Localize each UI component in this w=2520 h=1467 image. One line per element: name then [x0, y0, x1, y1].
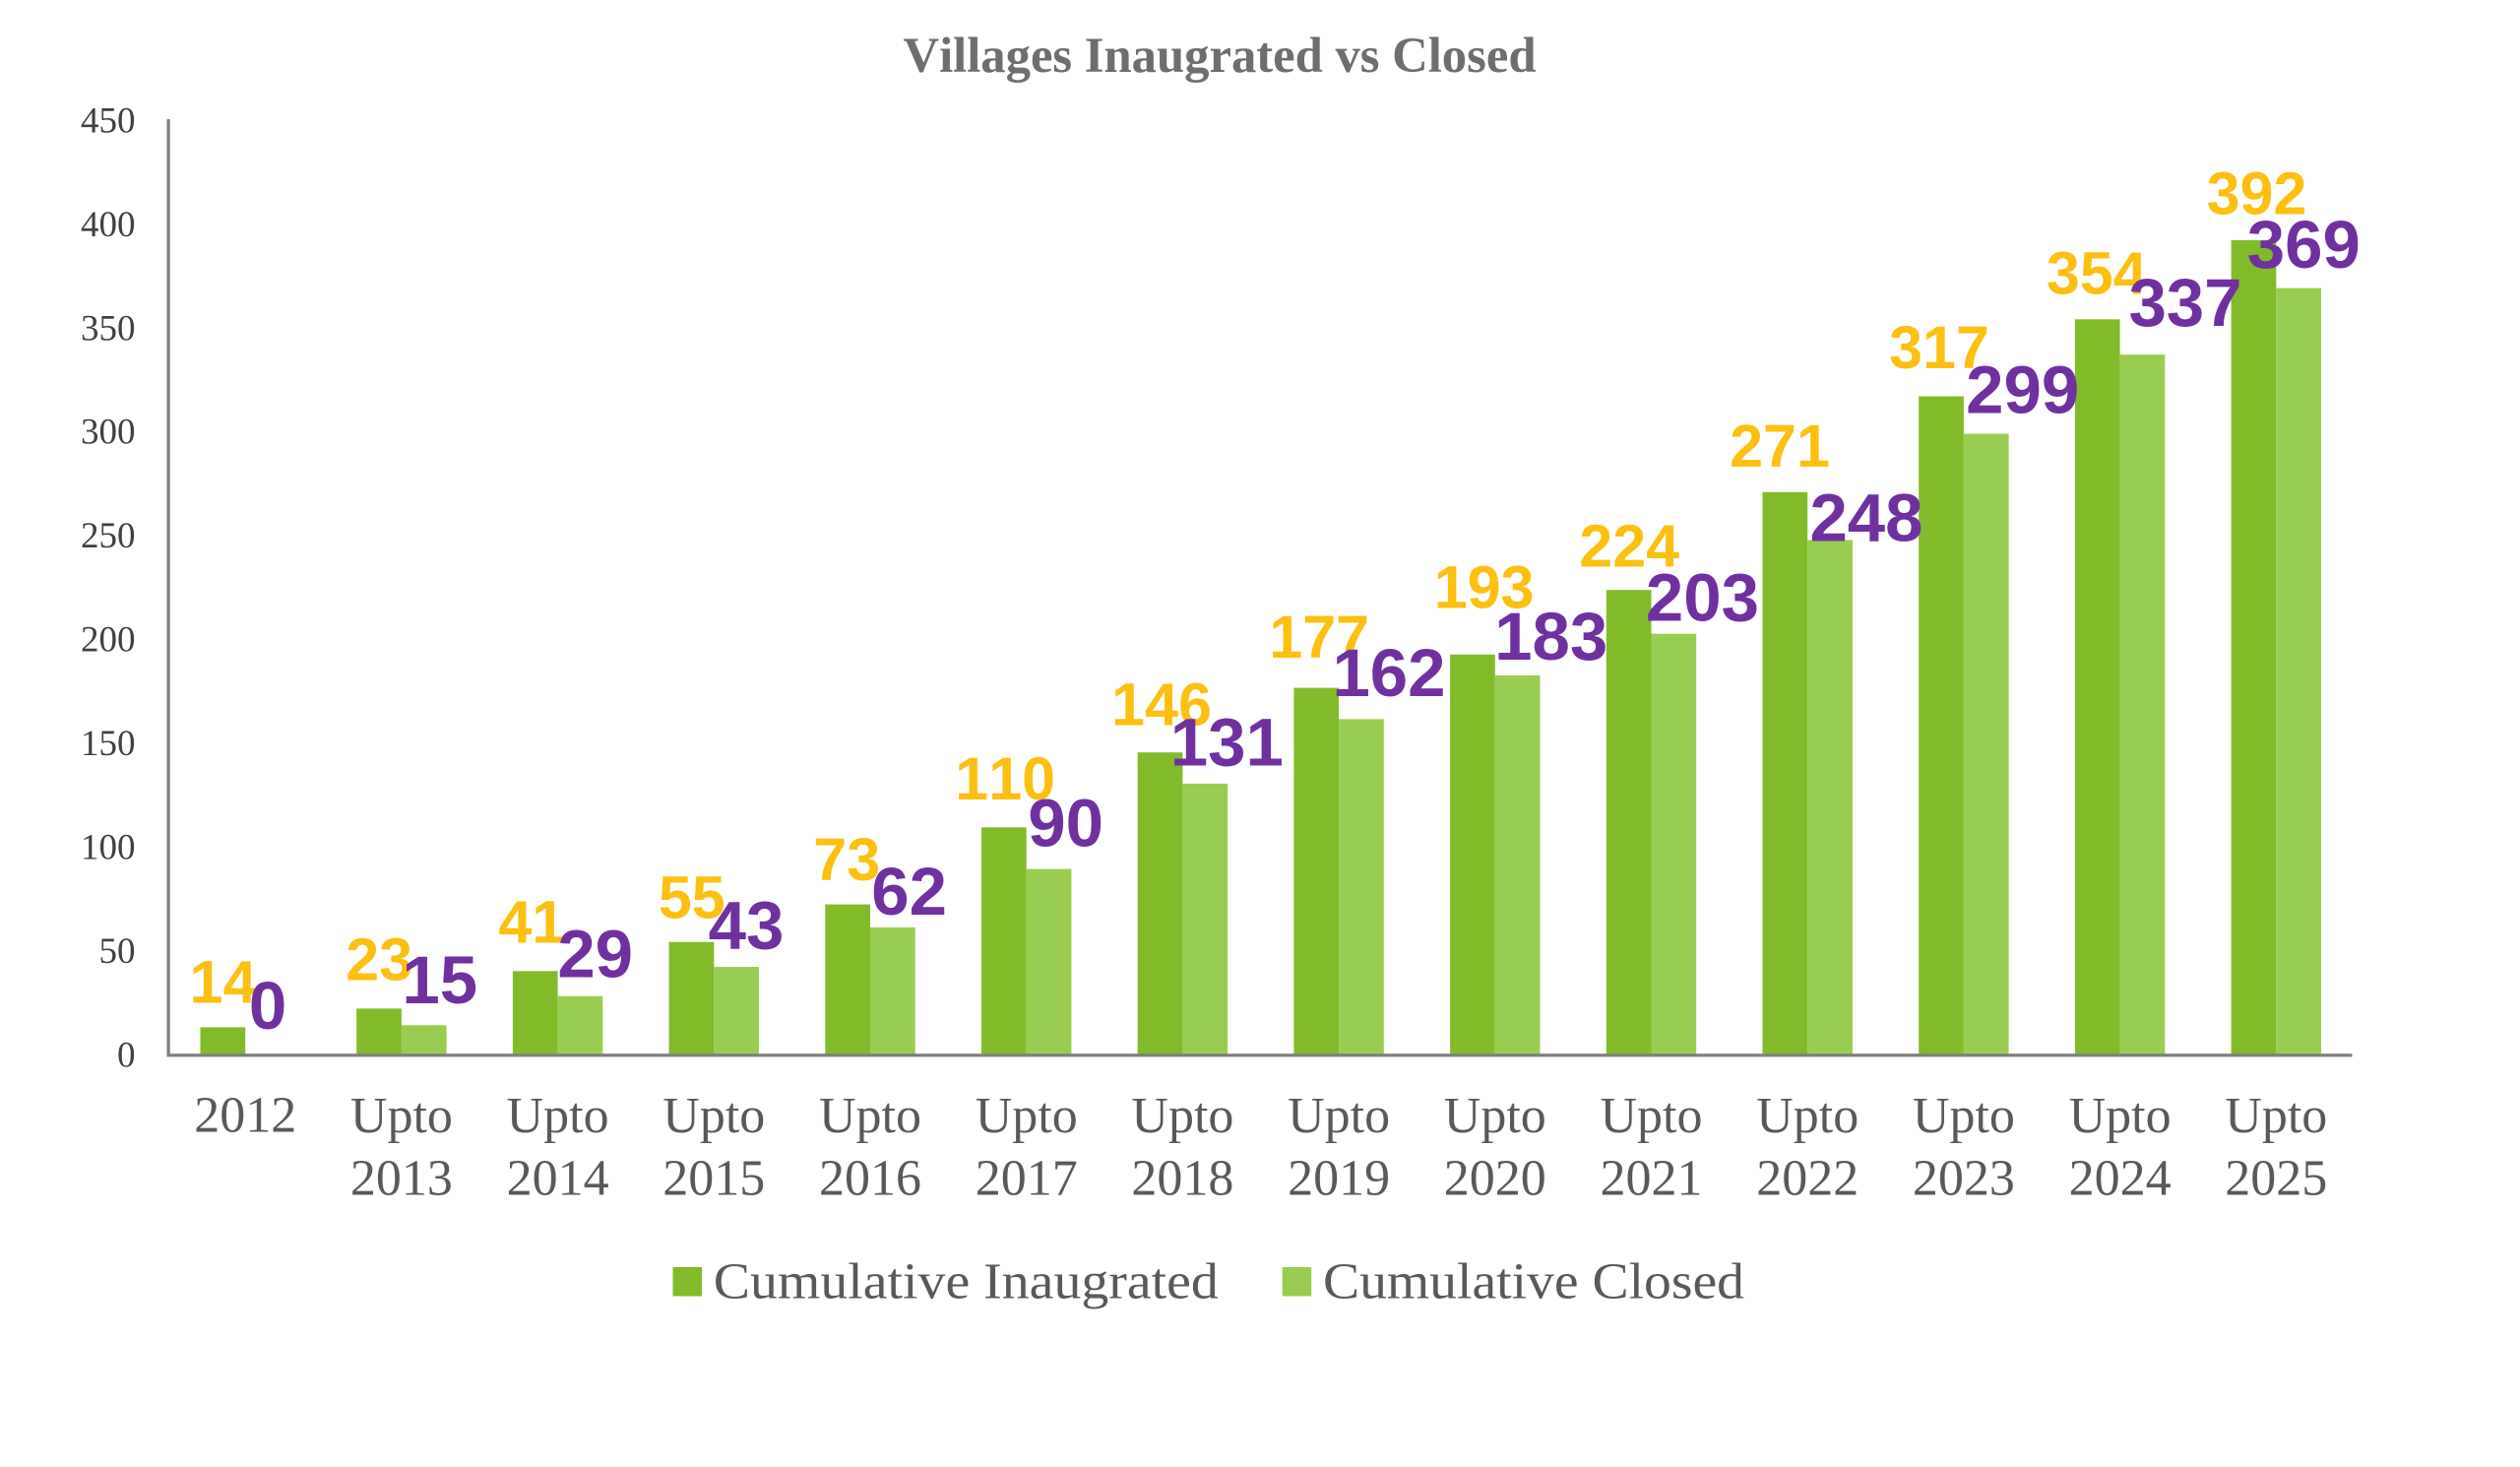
svg-text:110: 110: [955, 745, 1055, 812]
svg-text:Upto: Upto: [1288, 1088, 1390, 1144]
svg-text:131: 131: [1170, 705, 1284, 781]
svg-text:Upto: Upto: [350, 1088, 453, 1144]
svg-text:Cumulative Closed: Cumulative Closed: [1323, 1253, 1744, 1309]
svg-text:90: 90: [1028, 785, 1103, 861]
svg-text:271: 271: [1730, 413, 1830, 479]
svg-text:162: 162: [1332, 635, 1445, 711]
svg-text:Upto: Upto: [1756, 1088, 1858, 1144]
svg-text:Upto: Upto: [819, 1088, 921, 1144]
svg-text:337: 337: [2128, 265, 2241, 341]
svg-text:Villages Inaugrated vs Closed: Villages Inaugrated vs Closed: [904, 29, 1537, 84]
svg-text:203: 203: [1646, 560, 1759, 636]
svg-text:100: 100: [81, 828, 136, 868]
svg-text:177: 177: [1269, 604, 1369, 670]
svg-text:Upto: Upto: [976, 1088, 1078, 1144]
svg-text:Cumulative Inaugrated: Cumulative Inaugrated: [714, 1253, 1219, 1309]
svg-text:0: 0: [249, 968, 286, 1044]
svg-text:2015: 2015: [662, 1151, 765, 1207]
svg-text:400: 400: [81, 205, 136, 245]
svg-text:15: 15: [402, 942, 477, 1018]
svg-text:2022: 2022: [1756, 1151, 1858, 1207]
svg-text:248: 248: [1809, 480, 1922, 556]
svg-text:29: 29: [557, 917, 633, 992]
svg-text:2021: 2021: [1601, 1151, 1703, 1207]
svg-text:0: 0: [117, 1035, 136, 1075]
svg-text:317: 317: [1889, 314, 1989, 381]
svg-text:Upto: Upto: [1131, 1088, 1233, 1144]
svg-text:62: 62: [871, 854, 947, 929]
svg-text:146: 146: [1111, 670, 1212, 737]
svg-text:200: 200: [81, 620, 136, 661]
svg-text:2012: 2012: [194, 1087, 296, 1143]
svg-text:250: 250: [81, 516, 136, 556]
svg-text:183: 183: [1494, 599, 1607, 674]
svg-text:2025: 2025: [2225, 1151, 2327, 1207]
svg-text:Upto: Upto: [1444, 1088, 1546, 1144]
svg-text:300: 300: [81, 413, 136, 453]
svg-text:73: 73: [813, 826, 880, 893]
svg-text:392: 392: [2207, 160, 2307, 227]
svg-text:50: 50: [99, 931, 136, 972]
svg-text:450: 450: [81, 100, 136, 141]
svg-text:150: 150: [81, 724, 136, 764]
svg-text:2017: 2017: [976, 1151, 1078, 1207]
svg-text:55: 55: [659, 863, 725, 930]
svg-text:43: 43: [709, 888, 785, 964]
svg-text:2016: 2016: [819, 1151, 921, 1207]
svg-text:41: 41: [498, 889, 565, 956]
svg-text:2024: 2024: [2069, 1151, 2172, 1207]
svg-text:2023: 2023: [1913, 1151, 2015, 1207]
svg-text:369: 369: [2247, 207, 2361, 283]
svg-text:2013: 2013: [350, 1151, 453, 1207]
svg-text:193: 193: [1434, 554, 1535, 621]
svg-text:2019: 2019: [1288, 1151, 1390, 1207]
svg-text:2014: 2014: [507, 1151, 609, 1207]
svg-text:Upto: Upto: [2225, 1088, 2327, 1144]
svg-text:Upto: Upto: [1601, 1088, 1703, 1144]
svg-text:14: 14: [190, 949, 257, 1016]
svg-text:2020: 2020: [1444, 1151, 1546, 1207]
svg-text:350: 350: [81, 308, 136, 349]
svg-text:Upto: Upto: [507, 1088, 609, 1144]
svg-text:Upto: Upto: [662, 1088, 765, 1144]
svg-text:23: 23: [346, 925, 412, 992]
svg-text:Upto: Upto: [1913, 1088, 2015, 1144]
svg-text:224: 224: [1579, 512, 1679, 579]
svg-text:299: 299: [1966, 351, 2079, 427]
svg-text:354: 354: [2047, 239, 2147, 306]
svg-text:2018: 2018: [1131, 1151, 1233, 1207]
svg-text:Upto: Upto: [2069, 1088, 2172, 1144]
